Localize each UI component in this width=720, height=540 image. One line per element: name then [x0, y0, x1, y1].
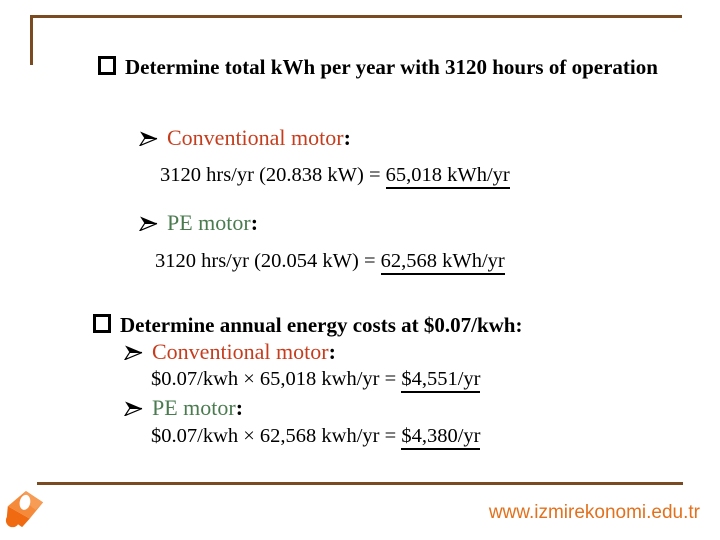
bottom-border-rule — [37, 482, 683, 485]
left-border-rule — [30, 15, 33, 65]
pe-motor-label: PE motor — [152, 395, 236, 420]
kwh-pe-formula: 3120 hrs/yr (20.054 kW) = 62,568 kWh/yr — [155, 248, 505, 275]
cost-pe-formula: $0.07/kwh × 62,568 kwh/yr = $4,380/yr — [151, 423, 481, 450]
colon: : — [343, 125, 351, 150]
cost-pe-motor-item: PE motor: — [123, 395, 244, 422]
arrowhead-bullet-icon — [123, 340, 143, 366]
kwh-header-text: Determine total kWh per year with 3120 h… — [125, 55, 658, 79]
formula-text: 3120 hrs/yr (20.838 kW) = — [160, 164, 386, 186]
formula-result-underlined: 62,568 kWh/yr — [380, 250, 505, 275]
cost-conventional-formula: $0.07/kwh × 65,018 kwh/yr = $4,551/yr — [151, 366, 481, 393]
arrowhead-bullet-icon — [123, 396, 143, 422]
formula-text: $0.07/kwh × 65,018 kwh/yr = — [151, 368, 402, 390]
cost-conventional-motor-item: Conventional motor: — [123, 339, 336, 366]
bullet-kwh-header: Determine total kWh per year with 3120 h… — [98, 52, 683, 82]
cost-header-text: Determine annual energy costs at $0.07/k… — [120, 313, 523, 337]
formula-result-underlined: $4,551/yr — [401, 368, 481, 393]
kwh-pe-motor-item: PE motor: — [138, 210, 259, 237]
izmir-ekonomi-logo — [4, 489, 44, 536]
kwh-conventional-motor-item: Conventional motor: — [138, 125, 351, 152]
kwh-conventional-formula: 3120 hrs/yr (20.838 kW) = 65,018 kWh/yr — [160, 162, 510, 189]
checkbox-bullet-icon — [93, 314, 111, 333]
formula-text: $0.07/kwh × 62,568 kwh/yr = — [151, 425, 402, 447]
arrowhead-bullet-icon — [138, 211, 158, 237]
checkbox-bullet-icon — [98, 56, 116, 75]
pe-motor-label: PE motor — [167, 210, 251, 235]
formula-result-underlined: $4,380/yr — [401, 425, 481, 450]
formula-text: 3120 hrs/yr (20.054 kW) = — [155, 250, 381, 272]
top-border-rule — [30, 15, 682, 18]
conventional-motor-label: Conventional motor — [152, 339, 329, 364]
formula-result-underlined: 65,018 kWh/yr — [385, 164, 510, 189]
colon: : — [250, 210, 259, 235]
bullet-cost-header: Determine annual energy costs at $0.07/k… — [93, 310, 522, 340]
arrowhead-bullet-icon — [138, 126, 158, 152]
footer-url: www.izmirekonomi.edu.tr — [488, 502, 700, 523]
colon: : — [235, 395, 244, 420]
colon: : — [328, 339, 336, 364]
conventional-motor-label: Conventional motor — [167, 125, 344, 150]
